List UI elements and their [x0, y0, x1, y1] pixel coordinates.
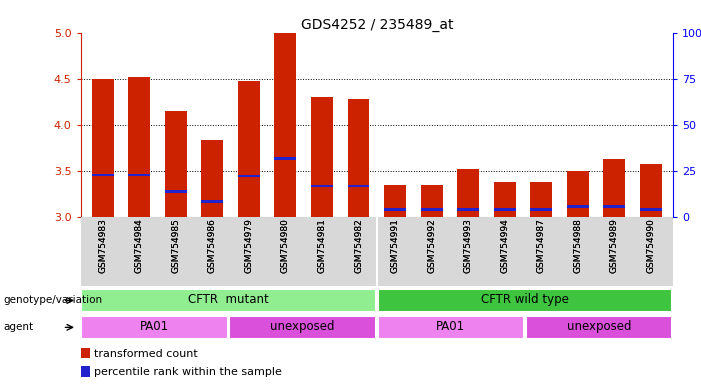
Text: GSM754979: GSM754979: [245, 218, 253, 273]
Bar: [201, 200, 223, 203]
Text: GSM754992: GSM754992: [427, 218, 436, 273]
Text: GSM754991: GSM754991: [390, 218, 400, 273]
Bar: [201, 141, 223, 217]
Text: GSM754984: GSM754984: [135, 218, 144, 273]
Text: GSM754993: GSM754993: [463, 218, 472, 273]
Text: GSM754994: GSM754994: [501, 218, 509, 273]
Text: GSM754981: GSM754981: [318, 218, 327, 273]
Bar: [531, 208, 552, 210]
Bar: [640, 208, 662, 210]
Bar: [81, 289, 376, 312]
Text: GSM754993: GSM754993: [463, 218, 472, 273]
Text: GSM754990: GSM754990: [646, 218, 655, 273]
Text: GSM754983: GSM754983: [98, 218, 107, 273]
Text: CFTR wild type: CFTR wild type: [481, 293, 569, 306]
Bar: [384, 185, 406, 217]
Bar: [494, 208, 516, 210]
Text: GSM754988: GSM754988: [573, 218, 583, 273]
Bar: [378, 316, 524, 339]
Text: GSM754984: GSM754984: [135, 218, 144, 273]
Text: GSM754982: GSM754982: [354, 218, 363, 273]
Bar: [92, 79, 114, 217]
Text: GSM754983: GSM754983: [98, 218, 107, 273]
Text: PA01: PA01: [140, 320, 169, 333]
Text: unexposed: unexposed: [566, 320, 631, 333]
Bar: [348, 99, 369, 217]
Text: GSM754981: GSM754981: [318, 218, 327, 273]
Bar: [531, 182, 552, 217]
Bar: [604, 205, 625, 208]
Bar: [526, 316, 672, 339]
Text: GSM754980: GSM754980: [281, 218, 290, 273]
Text: GSM754989: GSM754989: [610, 218, 619, 273]
Bar: [494, 182, 516, 217]
Bar: [128, 174, 150, 176]
Bar: [165, 111, 186, 217]
Bar: [457, 169, 479, 217]
Bar: [421, 208, 442, 210]
Text: unexposed: unexposed: [271, 320, 335, 333]
Bar: [378, 289, 672, 312]
Bar: [348, 185, 369, 187]
Bar: [604, 159, 625, 217]
Bar: [457, 208, 479, 210]
Text: GSM754988: GSM754988: [573, 218, 583, 273]
Text: GSM754979: GSM754979: [245, 218, 253, 273]
Bar: [81, 217, 673, 286]
Bar: [81, 348, 90, 358]
Bar: [229, 316, 376, 339]
Bar: [311, 97, 333, 217]
Bar: [81, 316, 228, 339]
Bar: [274, 157, 297, 160]
Text: GSM754989: GSM754989: [610, 218, 619, 273]
Bar: [92, 174, 114, 176]
Bar: [238, 175, 260, 177]
Bar: [274, 33, 297, 217]
Bar: [567, 205, 589, 208]
Text: GSM754992: GSM754992: [427, 218, 436, 273]
Bar: [384, 208, 406, 210]
Bar: [165, 190, 186, 193]
Bar: [421, 185, 442, 217]
Text: GSM754990: GSM754990: [646, 218, 655, 273]
Text: GSM754986: GSM754986: [207, 218, 217, 273]
Text: GSM754985: GSM754985: [171, 218, 180, 273]
Text: PA01: PA01: [436, 320, 465, 333]
Title: GDS4252 / 235489_at: GDS4252 / 235489_at: [301, 18, 453, 31]
Text: GSM754985: GSM754985: [171, 218, 180, 273]
Text: GSM754987: GSM754987: [537, 218, 546, 273]
Text: CFTR  mutant: CFTR mutant: [189, 293, 269, 306]
Bar: [238, 81, 260, 217]
Text: transformed count: transformed count: [94, 349, 198, 359]
Bar: [311, 185, 333, 187]
Bar: [640, 164, 662, 217]
Text: GSM754982: GSM754982: [354, 218, 363, 273]
Text: GSM754986: GSM754986: [207, 218, 217, 273]
Text: GSM754994: GSM754994: [501, 218, 509, 273]
Text: GSM754987: GSM754987: [537, 218, 546, 273]
Text: GSM754980: GSM754980: [281, 218, 290, 273]
Bar: [128, 77, 150, 217]
Bar: [567, 171, 589, 217]
Text: percentile rank within the sample: percentile rank within the sample: [94, 367, 282, 377]
Text: genotype/variation: genotype/variation: [4, 295, 102, 306]
Text: agent: agent: [4, 322, 34, 333]
Bar: [81, 366, 90, 377]
Text: GSM754991: GSM754991: [390, 218, 400, 273]
